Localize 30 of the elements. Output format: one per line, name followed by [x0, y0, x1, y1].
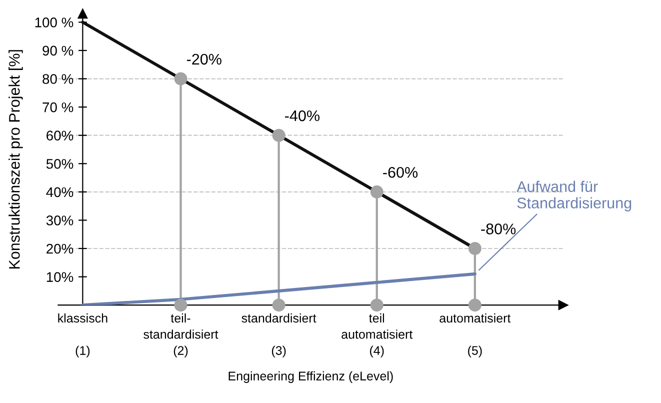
point — [174, 72, 188, 86]
annotation: -40% — [285, 110, 320, 122]
y-tick-label: 80 % — [42, 74, 74, 84]
y-tick-label: 90 % — [42, 46, 74, 56]
y-tick-label: 20% — [46, 244, 74, 254]
annotation: -80% — [481, 224, 516, 234]
y-tick-label: 70 % — [42, 102, 74, 112]
x-tick-label: teil- standardisiert (2) — [144, 313, 218, 358]
category-label: klassisch (1) — [58, 313, 108, 358]
annotation: -20% — [186, 54, 222, 65]
category-label: automatisiert (5) — [440, 313, 511, 358]
y-tick-label: 100 % — [35, 18, 74, 28]
point — [370, 185, 384, 198]
annotation: -60% — [383, 166, 418, 178]
point — [468, 298, 482, 312]
y-tick-label: 30% — [46, 216, 74, 226]
point — [468, 242, 482, 255]
category-label: standardisiert (3) — [242, 313, 316, 358]
x-axis-title: Engineering Effizienz (eLevel) — [228, 371, 393, 383]
annotation: Aufwand für Standardisierung — [516, 180, 632, 212]
y-axis-title: Konstruktionszeit pro Projekt [%] — [8, 50, 23, 269]
y-tick-label: 60% — [46, 130, 74, 141]
point — [370, 298, 384, 312]
x-tick-label: teil automatisiert (4) — [342, 313, 413, 358]
y-tick-label: 50% — [46, 158, 74, 169]
point — [272, 298, 286, 312]
point — [174, 298, 188, 312]
point — [272, 128, 286, 142]
y-tick-label: 40% — [46, 187, 74, 198]
y-tick-label: 10% — [46, 272, 74, 282]
